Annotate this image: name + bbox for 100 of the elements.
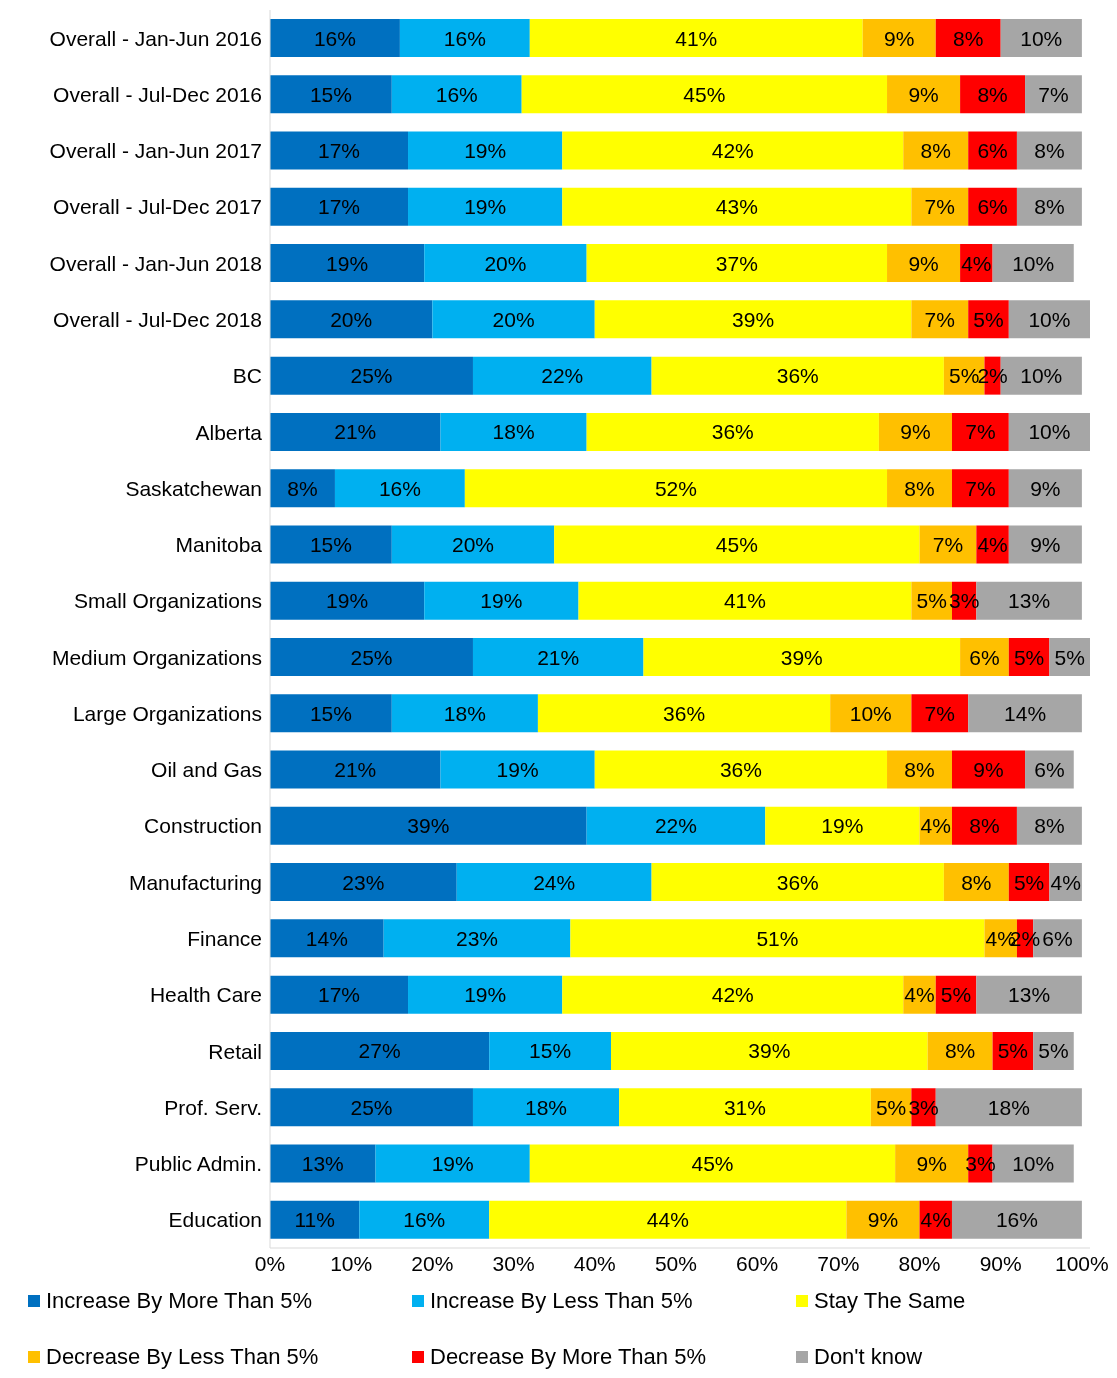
- data-label: 17%: [317, 195, 361, 219]
- bar: [270, 412, 441, 451]
- bar: [270, 19, 400, 57]
- data-label: 21%: [334, 758, 377, 782]
- data-label: 17%: [317, 983, 361, 1007]
- data-label: 20%: [492, 307, 535, 331]
- bar: [270, 1144, 376, 1183]
- y-tick-label: Medium Organizations: [51, 645, 262, 669]
- data-label: 4%: [904, 983, 935, 1007]
- data-label: 5%: [940, 983, 972, 1007]
- bar: [270, 300, 433, 339]
- data-label: 7%: [1038, 82, 1069, 106]
- data-label: 5%: [875, 1095, 907, 1119]
- data-label: 23%: [456, 926, 499, 950]
- data-label: 6%: [977, 139, 1008, 163]
- data-label: 18%: [492, 420, 535, 444]
- y-tick-label: Public Admin.: [134, 1152, 262, 1176]
- bar: [951, 750, 1026, 789]
- bar: [399, 19, 530, 57]
- bar: [521, 75, 888, 114]
- data-label: 25%: [350, 645, 393, 669]
- x-tick-label: 60%: [736, 1251, 779, 1275]
- data-label: 7%: [965, 476, 996, 500]
- data-label: 10%: [1028, 307, 1071, 331]
- y-tick-label: Prof. Serv.: [164, 1095, 262, 1119]
- data-label: 42%: [711, 139, 754, 163]
- y-tick-label: Education: [168, 1208, 262, 1232]
- data-label: 4%: [977, 532, 1008, 556]
- data-label: 11%: [294, 1208, 335, 1232]
- data-label: 18%: [525, 1095, 568, 1119]
- bar: [1008, 525, 1082, 564]
- bar: [375, 1144, 530, 1183]
- data-label: 8%: [904, 476, 935, 500]
- bar: [270, 750, 441, 789]
- data-label: 15%: [309, 532, 352, 556]
- bar: [391, 525, 555, 564]
- bar: [270, 638, 473, 676]
- bar: [887, 75, 961, 114]
- bar: [911, 187, 969, 226]
- data-label: 6%: [977, 195, 1008, 219]
- bar: [562, 975, 904, 1014]
- bar: [935, 19, 1001, 57]
- data-label: 5%: [916, 589, 947, 613]
- data-label: 16%: [403, 1208, 446, 1232]
- bar: [359, 1200, 490, 1239]
- data-label: 10%: [1028, 420, 1071, 444]
- bar: [270, 244, 425, 283]
- bar: [383, 919, 571, 958]
- data-label: 36%: [776, 364, 819, 388]
- data-label: 17%: [317, 139, 361, 163]
- data-label: 27%: [358, 1039, 401, 1063]
- data-label: 7%: [965, 420, 996, 444]
- data-label: 19%: [464, 195, 507, 219]
- data-label: 4%: [961, 251, 992, 275]
- data-label: 20%: [451, 532, 494, 556]
- y-tick-label: Overall - Jan-Jun 2017: [49, 139, 262, 163]
- bar: [570, 919, 985, 958]
- bar: [951, 1200, 1082, 1239]
- bar: [903, 131, 969, 170]
- bar: [887, 750, 952, 789]
- data-label: 22%: [654, 814, 697, 838]
- data-label: 31%: [723, 1095, 766, 1119]
- data-label: 9%: [973, 758, 1004, 782]
- x-tick-label: 10%: [330, 1251, 373, 1275]
- bar: [270, 919, 384, 958]
- data-label: 43%: [715, 195, 758, 219]
- bar: [270, 525, 392, 564]
- bar: [1016, 806, 1082, 845]
- bar: [594, 750, 888, 789]
- bar: [951, 806, 1017, 845]
- y-tick-label: Overall - Jul-Dec 2018: [53, 307, 262, 331]
- data-label: 39%: [748, 1039, 791, 1063]
- bar: [594, 300, 912, 339]
- data-label: 8%: [969, 814, 1000, 838]
- bar: [529, 19, 863, 57]
- y-tick-label: Retail: [208, 1039, 262, 1063]
- data-label: 39%: [732, 307, 775, 331]
- bar: [554, 525, 920, 564]
- data-label: 19%: [326, 251, 369, 275]
- data-label: 20%: [484, 251, 527, 275]
- bar: [424, 581, 579, 620]
- bar: [408, 187, 563, 226]
- data-label: 10%: [1020, 26, 1063, 50]
- bar: [440, 750, 595, 789]
- legend-label: Increase By Less Than 5%: [430, 1288, 693, 1314]
- bar: [927, 1031, 993, 1070]
- data-label: 19%: [496, 758, 539, 782]
- data-label: 36%: [663, 701, 706, 725]
- y-tick-label: Overall - Jul-Dec 2017: [53, 195, 262, 219]
- y-tick-label: Health Care: [149, 983, 262, 1007]
- data-label: 13%: [301, 1151, 344, 1175]
- data-label: 8%: [287, 476, 318, 500]
- bar: [537, 694, 831, 733]
- data-label: 4%: [920, 814, 951, 838]
- bar: [846, 1200, 920, 1239]
- x-tick-label: 80%: [898, 1251, 941, 1275]
- data-label: 18%: [443, 701, 486, 725]
- bar: [472, 356, 652, 395]
- bar: [1008, 412, 1090, 451]
- bar: [992, 244, 1074, 283]
